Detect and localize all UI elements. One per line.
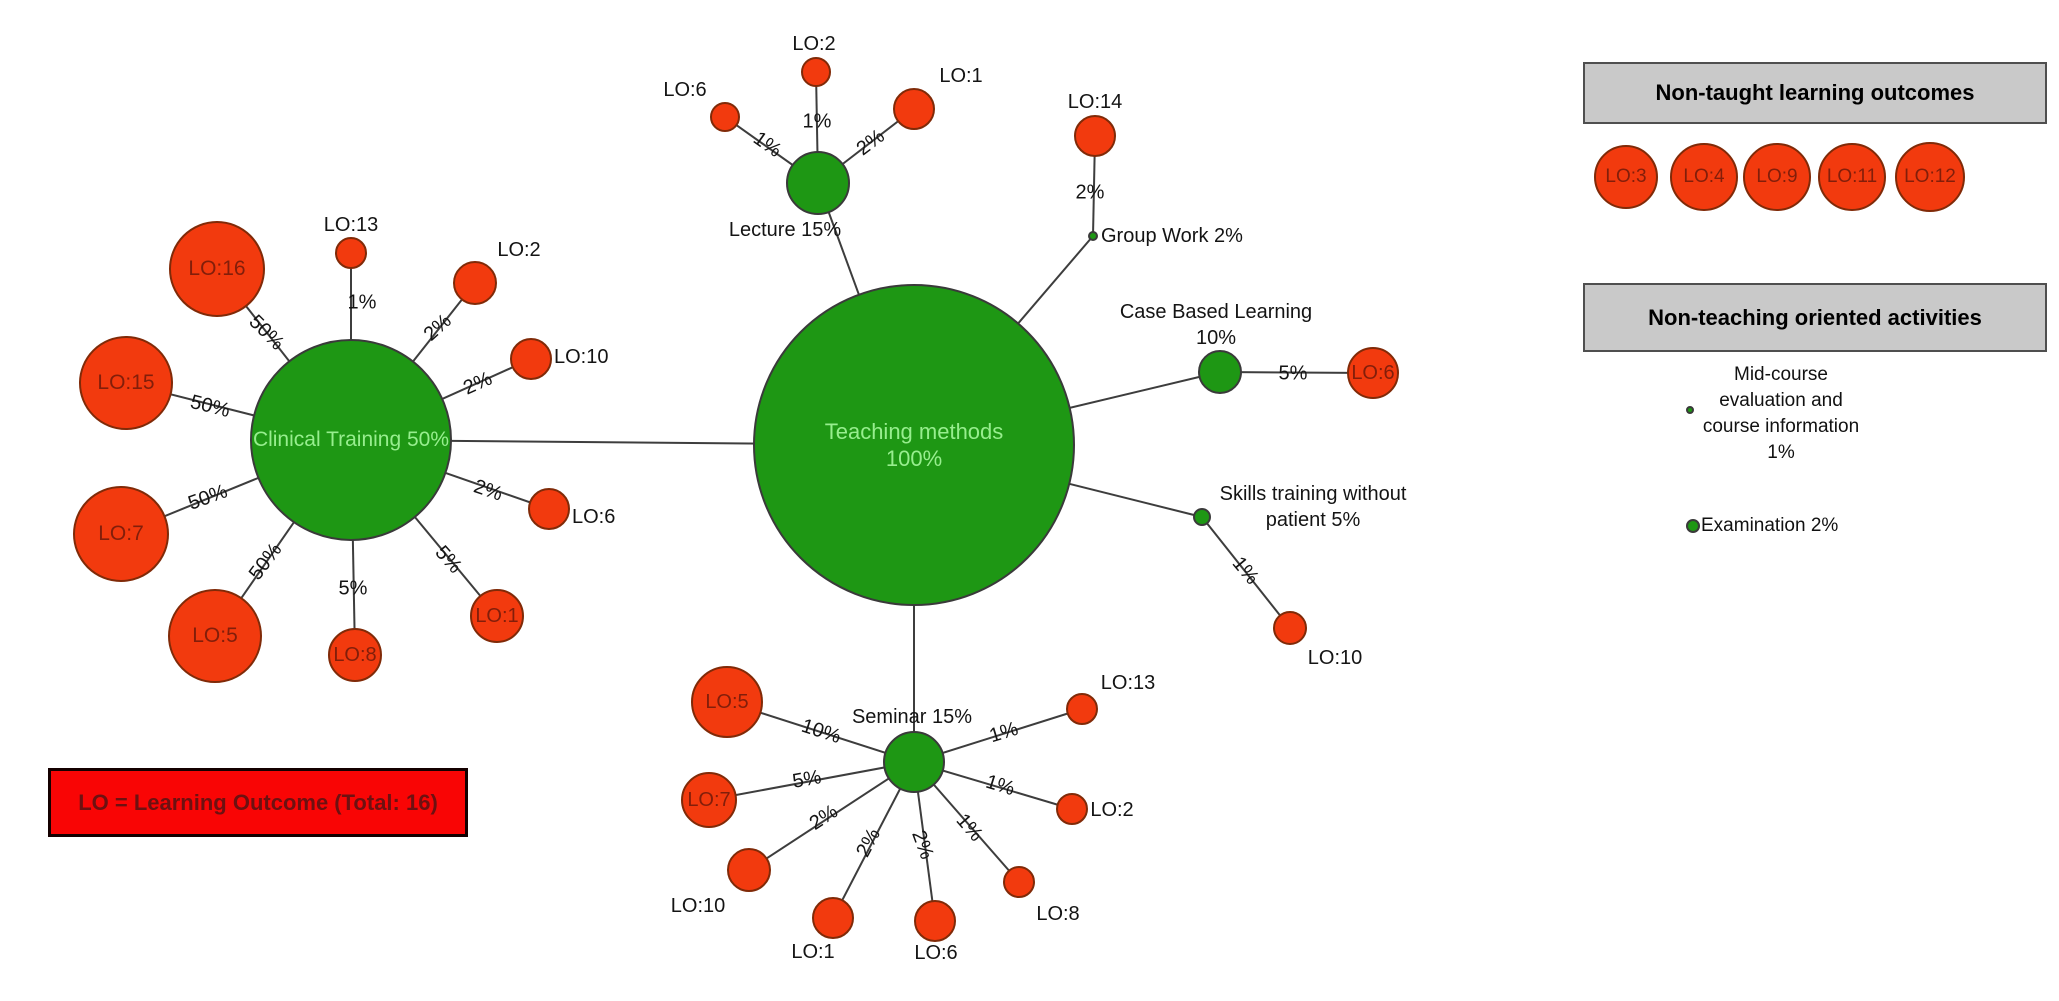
node-label-b6: LO:6	[1351, 361, 1395, 384]
node-label-c2: LO:2	[497, 239, 541, 261]
node-label-p9: LO:9	[1756, 166, 1798, 188]
node-lecture	[786, 151, 850, 215]
node-label-l6: LO:6	[663, 79, 707, 101]
non-teaching-activities-header: Non-teaching oriented activities	[1583, 283, 2047, 352]
node-label-m10: LO:10	[670, 895, 726, 917]
node-l6	[710, 102, 740, 132]
edge-m7-seminar	[708, 761, 915, 801]
non-taught-outcomes-header: Non-taught learning outcomes	[1583, 62, 2047, 124]
case-based-learning-label: Case Based Learning 10%	[1119, 301, 1313, 349]
node-clinical: Clinical Training 50%	[250, 339, 452, 541]
node-m6	[914, 900, 956, 942]
edge-s10-skills	[1201, 516, 1291, 629]
non-taught-outcomes-title: Non-taught learning outcomes	[1655, 80, 1975, 105]
node-m1	[812, 897, 854, 939]
node-p9: LO:9	[1743, 143, 1811, 211]
edge-label-c13-clinical: 1%	[347, 291, 377, 314]
node-cbl	[1198, 350, 1242, 394]
node-groupwork	[1088, 231, 1098, 241]
node-c5: LO:5	[168, 589, 262, 683]
node-label-m7: LO:7	[687, 788, 731, 811]
node-label-c16: LO:16	[188, 256, 246, 280]
node-label-c5: LO:5	[192, 623, 238, 647]
node-label-c10: LO:10	[554, 346, 609, 368]
node-exam_dot	[1686, 519, 1700, 533]
node-label-m1: LO:1	[791, 941, 835, 963]
node-label-m6: LO:6	[914, 942, 958, 964]
node-label-p12: LO:12	[1904, 166, 1956, 188]
node-c1: LO:1	[470, 589, 524, 643]
node-m5: LO:5	[691, 666, 763, 738]
node-c10	[510, 338, 552, 380]
node-s10	[1273, 611, 1307, 645]
node-c13	[335, 237, 367, 269]
node-label-l2: LO:2	[792, 33, 836, 55]
node-m2	[1056, 793, 1088, 825]
node-skills	[1193, 508, 1211, 526]
mid-course-evaluation-label: Mid-course evaluation and course informa…	[1702, 364, 1860, 463]
node-label-c7: LO:7	[98, 521, 144, 545]
edge-label-b6-cbl: 5%	[1278, 362, 1308, 385]
node-label-m8: LO:8	[1036, 903, 1080, 925]
edge-label-l14-groupwork: 2%	[1075, 181, 1105, 204]
node-c8: LO:8	[328, 628, 382, 682]
node-label-p3: LO:3	[1605, 166, 1647, 188]
node-label-m5: LO:5	[705, 690, 749, 713]
node-p4: LO:4	[1670, 143, 1738, 211]
node-c6	[528, 488, 570, 530]
node-teaching: Teaching methods 100%	[753, 284, 1075, 606]
non-teaching-activities-title: Non-teaching oriented activities	[1648, 304, 1982, 330]
node-l14	[1074, 115, 1116, 157]
node-label-clinical: Clinical Training 50%	[252, 427, 450, 451]
node-label-c6: LO:6	[572, 506, 616, 528]
node-label-l1: LO:1	[939, 65, 983, 87]
node-label-c15: LO:15	[97, 370, 155, 394]
node-p3: LO:3	[1594, 145, 1658, 209]
node-label-c1: LO:1	[475, 604, 519, 627]
node-l1	[893, 88, 935, 130]
lecture-label: Lecture 15%	[728, 219, 842, 241]
node-label-p4: LO:4	[1683, 166, 1725, 188]
skills-training-label: Skills training without patient 5%	[1219, 483, 1407, 531]
node-m10	[727, 848, 771, 892]
edge-label-c8-clinical: 5%	[338, 577, 368, 600]
node-b6: LO:6	[1347, 347, 1399, 399]
seminar-label: Seminar 15%	[851, 706, 973, 728]
node-midcourse_dot	[1686, 406, 1694, 414]
node-p12: LO:12	[1895, 142, 1965, 212]
edge-label-m7-seminar: 5%	[790, 766, 824, 793]
node-label-p11: LO:11	[1826, 166, 1878, 188]
node-c7: LO:7	[73, 486, 169, 582]
node-label-l14: LO:14	[1067, 91, 1123, 113]
edge-m10-seminar	[748, 761, 915, 871]
node-l2	[801, 57, 831, 87]
node-c16: LO:16	[169, 221, 265, 317]
examination-label: Examination 2%	[1701, 515, 1839, 536]
lo-legend-box: LO = Learning Outcome (Total: 16)	[48, 768, 468, 837]
node-m13	[1066, 693, 1098, 725]
node-label-c8: LO:8	[333, 643, 377, 666]
node-label-s10: LO:10	[1307, 647, 1363, 669]
node-m8	[1003, 866, 1035, 898]
node-label-c13: LO:13	[323, 214, 379, 236]
group-work-label: Group Work 2%	[1101, 225, 1243, 247]
node-label-m13: LO:13	[1100, 672, 1156, 694]
node-p11: LO:11	[1818, 143, 1886, 211]
node-c15: LO:15	[79, 336, 173, 430]
node-label-teaching: Teaching methods 100%	[824, 418, 1004, 472]
node-seminar	[883, 731, 945, 793]
lo-legend-text: LO = Learning Outcome (Total: 16)	[78, 789, 438, 815]
node-label-m2: LO:2	[1090, 799, 1134, 821]
node-m7: LO:7	[681, 772, 737, 828]
edge-label-l2-lecture: 1%	[802, 110, 832, 133]
node-c2	[453, 261, 497, 305]
